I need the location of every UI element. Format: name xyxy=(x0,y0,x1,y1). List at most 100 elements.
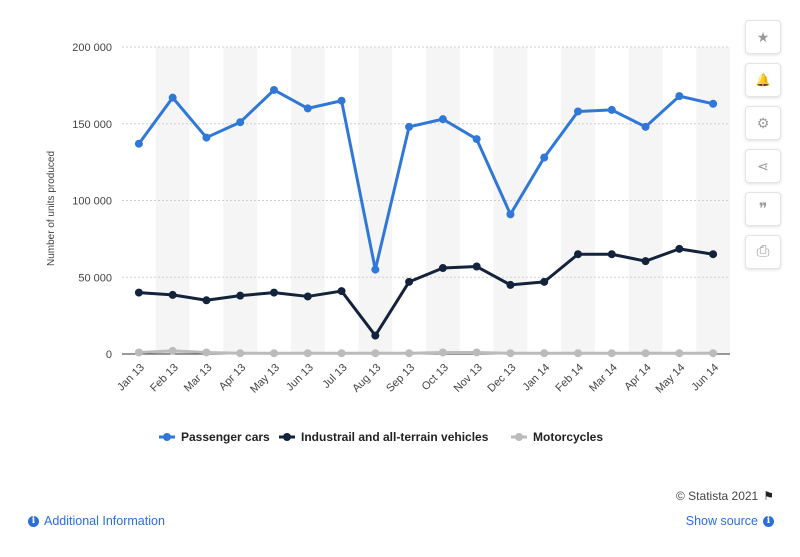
flag-icon: ⚑ xyxy=(763,489,774,503)
data-point xyxy=(236,118,245,127)
data-point xyxy=(438,348,447,357)
data-point xyxy=(506,280,515,289)
x-tick-label: May 13 xyxy=(248,362,282,396)
category-band xyxy=(223,47,258,354)
data-point xyxy=(371,349,380,358)
data-point xyxy=(134,348,143,357)
data-point xyxy=(168,93,177,102)
legend-item: Motorcycles xyxy=(511,430,603,444)
data-point xyxy=(202,133,211,142)
y-axis-title: Number of units produced xyxy=(46,151,57,266)
x-tick-label: Jun 14 xyxy=(689,362,721,394)
x-tick-label: May 14 xyxy=(653,362,687,396)
legend-item: Industrail and all-terrain vehicles xyxy=(279,430,489,444)
series-2 xyxy=(134,346,718,358)
data-point xyxy=(574,349,582,358)
x-tick-label: Aug 13 xyxy=(350,362,383,395)
y-tick-label: 100 000 xyxy=(72,196,112,208)
print-icon: ⎙ xyxy=(756,243,770,260)
data-point xyxy=(607,105,616,114)
data-point xyxy=(134,139,143,148)
data-point xyxy=(236,291,245,300)
data-point xyxy=(202,296,211,305)
legend-marker xyxy=(515,433,523,441)
x-tick-label: Jan 13 xyxy=(115,362,147,394)
y-tick-label: 200 000 xyxy=(72,42,112,54)
x-tick-label: Dec 13 xyxy=(485,362,518,395)
x-tick-label: Feb 13 xyxy=(148,362,181,395)
data-point xyxy=(506,210,515,219)
bell-icon: 🔔 xyxy=(755,73,771,87)
x-tick-label: Mar 14 xyxy=(587,362,620,395)
data-point xyxy=(337,96,346,105)
data-point xyxy=(337,349,346,358)
data-point xyxy=(202,348,211,357)
data-point xyxy=(405,277,414,286)
data-point xyxy=(438,115,447,124)
data-point xyxy=(303,349,312,358)
data-point xyxy=(472,135,481,144)
data-point xyxy=(574,250,582,259)
data-point xyxy=(405,122,414,131)
series-line xyxy=(137,88,714,272)
data-point xyxy=(303,104,312,113)
print-button[interactable]: ⎙ xyxy=(745,235,781,269)
x-tick-label: Jul 13 xyxy=(320,362,349,391)
share-icon: ⋖ xyxy=(757,157,769,174)
credit-text: © Statista 2021 xyxy=(676,489,759,503)
series-0 xyxy=(134,85,718,274)
chart-toolbar: ★ 🔔 ⚙ ⋖ ❞ ⎙ xyxy=(745,20,781,278)
gear-icon: ⚙ xyxy=(756,114,770,131)
data-point xyxy=(371,331,380,340)
data-point xyxy=(540,277,549,286)
data-point xyxy=(607,250,616,259)
info-icon: i xyxy=(28,515,39,527)
data-point xyxy=(303,292,312,301)
settings-button[interactable]: ⚙ xyxy=(745,106,781,140)
data-point xyxy=(270,85,278,94)
line-chart: 0 50 000 100 000 150 000 200 000 Jan 13 Feb 13… xyxy=(46,42,730,444)
legend-label: Industrail and all-terrain vehicles xyxy=(301,430,489,444)
y-tick-label: 150 000 xyxy=(72,119,112,131)
data-point xyxy=(236,349,245,358)
data-point xyxy=(472,262,481,271)
data-point xyxy=(709,250,718,259)
favorite-button[interactable]: ★ xyxy=(745,20,781,54)
series-1 xyxy=(134,244,718,340)
star-icon: ★ xyxy=(756,28,770,45)
data-point xyxy=(574,107,582,116)
y-tick-label: 0 xyxy=(106,349,112,361)
data-point xyxy=(641,349,650,358)
cite-button[interactable]: ❞ xyxy=(745,192,781,226)
data-point xyxy=(675,92,684,101)
legend-marker xyxy=(163,433,171,441)
share-button[interactable]: ⋖ xyxy=(745,149,781,183)
data-point xyxy=(438,264,447,273)
y-tick-label: 50 000 xyxy=(78,272,112,284)
data-point xyxy=(506,349,515,358)
show-source-link[interactable]: Show source i xyxy=(686,514,774,528)
data-point xyxy=(405,349,414,358)
category-band xyxy=(696,47,730,354)
data-point xyxy=(641,122,650,131)
additional-information-link[interactable]: i Additional Information xyxy=(28,514,165,528)
data-point xyxy=(540,349,549,358)
data-point xyxy=(270,349,278,358)
show-source-label: Show source xyxy=(685,514,758,528)
data-point xyxy=(675,244,684,253)
notification-button[interactable]: 🔔 xyxy=(745,63,781,97)
data-point xyxy=(371,265,380,274)
x-tick-label: Mar 13 xyxy=(182,362,215,395)
data-point xyxy=(168,346,177,355)
data-point xyxy=(540,153,549,162)
data-point xyxy=(472,348,481,357)
data-point xyxy=(709,349,718,358)
x-tick-label: Apr 14 xyxy=(622,362,653,393)
data-point xyxy=(270,288,278,297)
quote-icon: ❞ xyxy=(758,201,768,218)
data-point xyxy=(168,290,177,299)
statista-credit[interactable]: © Statista 2021 ⚑ xyxy=(676,489,774,503)
additional-information-label: Additional Information xyxy=(44,514,165,528)
x-tick-label: Oct 13 xyxy=(420,362,451,393)
